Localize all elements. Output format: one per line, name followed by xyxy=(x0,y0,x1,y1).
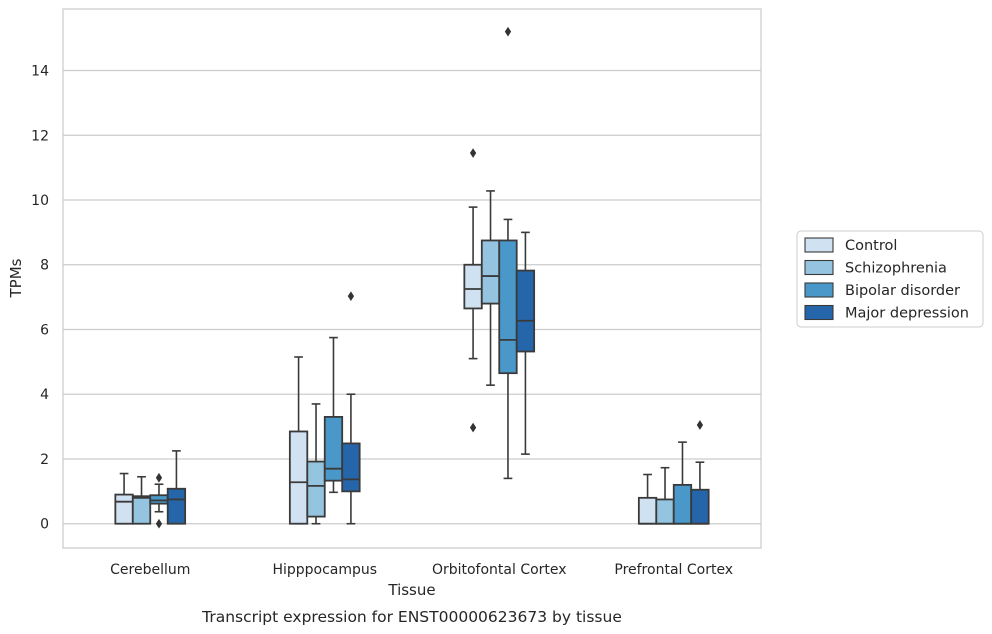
x-tick-label: Prefrontal Cortex xyxy=(614,562,733,578)
chart-caption: Transcript expression for ENST0000062367… xyxy=(201,608,622,626)
box xyxy=(341,291,361,525)
plot-frame xyxy=(62,8,762,549)
legend-label: Schizophrenia xyxy=(845,261,947,277)
box-iqr xyxy=(515,269,536,353)
grid-lines xyxy=(63,69,761,525)
box-iqr xyxy=(655,498,675,525)
box xyxy=(166,450,187,525)
legend-swatch xyxy=(804,282,834,298)
box-iqr xyxy=(498,239,518,375)
y-axis-label: TPMs xyxy=(7,258,25,298)
y-tick-label: 10 xyxy=(31,193,49,209)
y-tick-label: 12 xyxy=(31,128,49,144)
box xyxy=(515,231,536,455)
x-tick-label: Hipppocampus xyxy=(272,562,377,578)
plot-background xyxy=(63,9,761,548)
outlier-point xyxy=(347,291,355,301)
box-iqr xyxy=(149,494,169,505)
x-tick-label: Cerebellum xyxy=(110,562,190,578)
outlier-point xyxy=(155,472,163,483)
box xyxy=(690,420,710,525)
box-iqr xyxy=(306,460,326,518)
box-iqr xyxy=(166,487,187,525)
box xyxy=(323,336,344,494)
box-iqr xyxy=(690,488,710,525)
y-tick-label: 4 xyxy=(40,387,49,403)
box xyxy=(306,403,326,525)
legend-frame xyxy=(796,230,984,328)
outlier-point xyxy=(469,422,477,433)
legend: Control Schizophrenia Bipolar disorder Majo… xyxy=(796,230,984,328)
legend-swatch xyxy=(804,259,834,276)
legend-label: Major depression xyxy=(845,306,969,322)
box-iqr xyxy=(323,415,344,482)
y-tick-label: 14 xyxy=(31,64,49,80)
box xyxy=(149,472,169,529)
legend-swatch xyxy=(804,237,834,253)
x-tick-label: Orbitofontal Cortex xyxy=(432,562,567,578)
box-iqr xyxy=(114,493,134,525)
box xyxy=(637,473,658,525)
legend-swatch xyxy=(804,304,834,321)
y-tick-labels: 0 2 4 6 8 10 12 14 xyxy=(31,64,49,533)
outlier-point xyxy=(469,148,477,158)
box xyxy=(114,472,134,525)
legend-label: Bipolar disorder xyxy=(845,283,960,299)
y-tick-label: 6 xyxy=(40,322,49,338)
outlier-point xyxy=(155,518,163,529)
box-iqr xyxy=(131,495,152,525)
box xyxy=(655,466,675,525)
box xyxy=(463,148,483,433)
outlier-point xyxy=(504,26,512,37)
box-iqr xyxy=(637,496,658,525)
y-tick-label: 8 xyxy=(40,258,49,274)
box-iqr xyxy=(288,430,309,525)
box xyxy=(672,441,693,525)
box-iqr xyxy=(463,263,483,310)
outlier-point xyxy=(696,420,704,430)
x-axis-label: Tissue xyxy=(387,581,435,599)
x-tick-labels: Cerebellum Hipppocampus Orbitofontal Corte… xyxy=(110,562,733,578)
y-tick-label: 0 xyxy=(40,517,49,533)
box-series xyxy=(114,26,710,529)
legend-label: Control xyxy=(845,238,897,254)
box xyxy=(480,190,501,386)
box xyxy=(131,475,152,525)
box-iqr xyxy=(672,483,693,525)
box-iqr xyxy=(341,442,361,493)
box-iqr xyxy=(480,239,501,305)
y-tick-label: 2 xyxy=(40,452,49,468)
